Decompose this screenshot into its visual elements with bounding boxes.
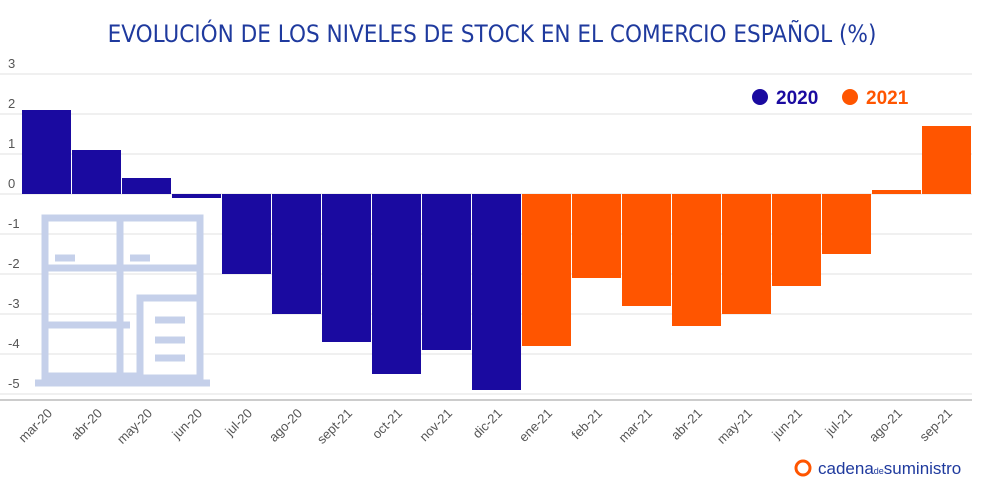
x-tick-label: mar-21 [615, 406, 655, 446]
bar [172, 194, 221, 198]
x-tick-label: jun-20 [168, 406, 205, 443]
x-tick-label: nov-21 [416, 406, 455, 445]
bar [572, 194, 621, 278]
chart-title: EVOLUCIÓN DE LOS NIVELES DE STOCK EN EL … [108, 18, 877, 48]
x-tick-label: jul-20 [221, 406, 255, 440]
legend-label: 2020 [776, 88, 818, 109]
bar [722, 194, 771, 314]
logo-main: cadena [818, 459, 874, 478]
x-tick-label: ago-21 [866, 406, 905, 445]
bar [72, 150, 121, 194]
legend-label: 2021 [866, 88, 909, 109]
bar [872, 190, 921, 194]
x-tick-label: sept-21 [314, 406, 355, 447]
bar [672, 194, 721, 326]
x-tick-label: ago-20 [266, 406, 305, 445]
decorative-icon [35, 214, 210, 387]
bar [422, 194, 471, 350]
x-tick-label: abr-20 [68, 406, 105, 443]
logo-icon [794, 459, 812, 477]
bar [472, 194, 521, 390]
x-tick-label: ene-21 [516, 406, 555, 445]
bar [922, 126, 971, 194]
x-tick-label: may-20 [114, 406, 155, 447]
y-tick-label: -5 [8, 376, 20, 391]
y-tick-label: 2 [8, 96, 15, 111]
bar [822, 194, 871, 254]
x-tick-label: feb-21 [568, 406, 605, 443]
legend-marker [842, 89, 858, 105]
y-tick-label: 1 [8, 136, 15, 151]
x-tick-label: may-21 [714, 406, 755, 447]
x-tick-label: dic-21 [469, 406, 505, 442]
bar [772, 194, 821, 286]
x-tick-label: sep-21 [916, 406, 955, 445]
bar [622, 194, 671, 306]
x-tick-label: abr-21 [668, 406, 705, 443]
logo-small: de [874, 466, 884, 476]
logo-end: suministro [884, 459, 961, 478]
x-tick-label: oct-21 [369, 406, 405, 442]
logo: cadenadesuministro [794, 459, 961, 478]
x-tick-label: jul-21 [821, 406, 855, 440]
y-tick-label: -2 [8, 256, 20, 271]
bar [272, 194, 321, 314]
bar [372, 194, 421, 374]
bar [522, 194, 571, 346]
logo-text: cadenadesuministro [818, 459, 961, 478]
bar [122, 178, 171, 194]
y-tick-label: -4 [8, 336, 20, 351]
x-tick-label: mar-20 [15, 406, 55, 446]
bar [222, 194, 271, 274]
x-tick-label: jun-21 [768, 406, 805, 443]
bar [22, 110, 71, 194]
bar [322, 194, 371, 342]
legend-marker [752, 89, 768, 105]
y-tick-label: 0 [8, 176, 15, 191]
y-tick-label: -3 [8, 296, 20, 311]
y-tick-label: 3 [8, 56, 15, 71]
y-tick-label: -1 [8, 216, 20, 231]
